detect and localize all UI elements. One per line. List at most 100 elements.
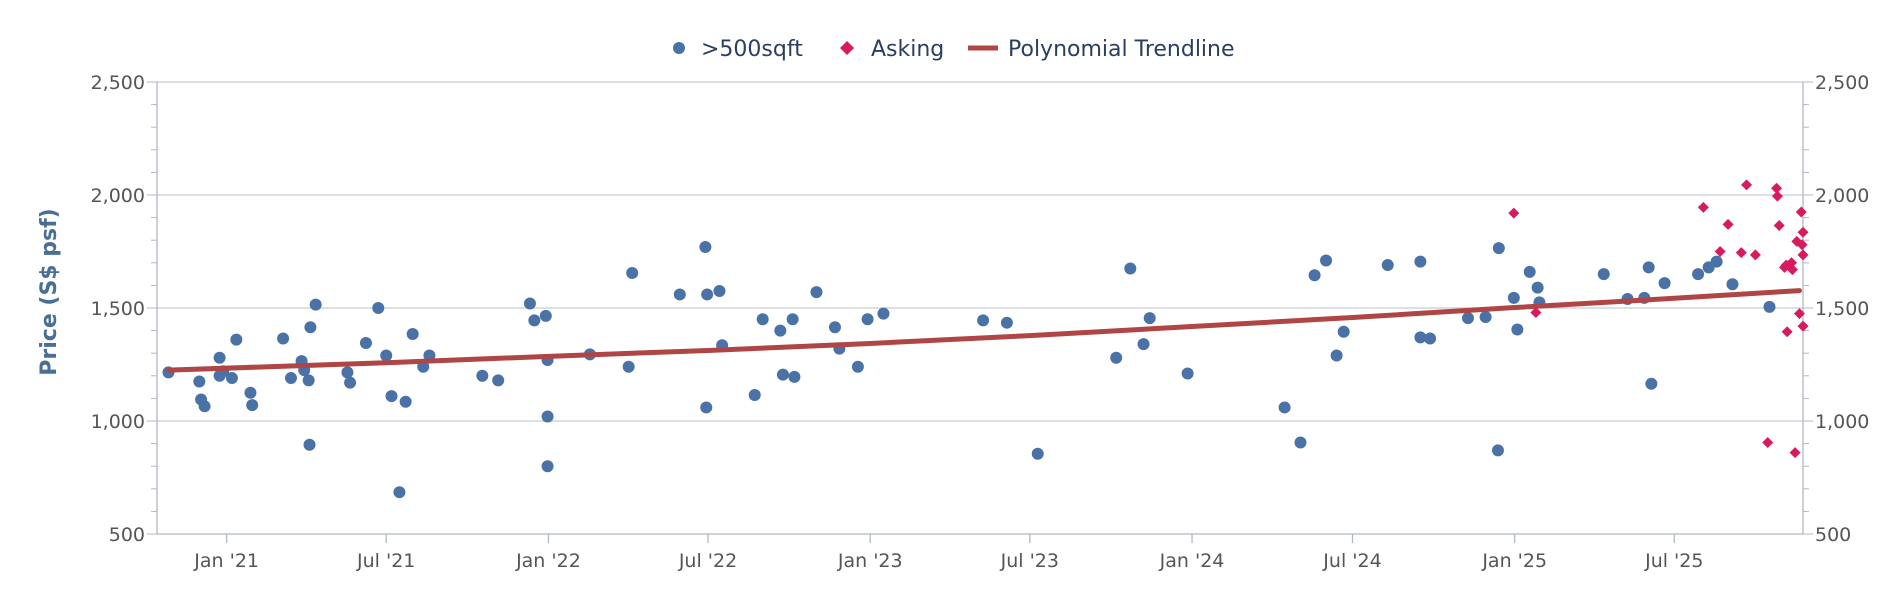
data-point-units[interactable] xyxy=(1726,278,1739,291)
data-point-units[interactable] xyxy=(1461,312,1474,325)
data-point-units[interactable] xyxy=(1658,277,1671,290)
data-point-units[interactable] xyxy=(285,372,298,385)
data-point-asking[interactable] xyxy=(1722,218,1734,230)
data-point-units[interactable] xyxy=(1414,255,1427,268)
data-point-asking[interactable] xyxy=(1797,249,1809,261)
data-point-units[interactable] xyxy=(1491,444,1504,457)
data-point-units[interactable] xyxy=(1511,323,1524,336)
data-point-units[interactable] xyxy=(713,285,726,298)
data-point-asking[interactable] xyxy=(1789,447,1801,459)
data-point-units[interactable] xyxy=(523,297,536,310)
data-point-units[interactable] xyxy=(541,460,554,473)
data-point-units[interactable] xyxy=(622,360,635,373)
data-point-units[interactable] xyxy=(1645,377,1658,390)
data-point-units[interactable] xyxy=(1381,259,1394,272)
data-point-asking[interactable] xyxy=(1749,249,1761,261)
data-point-units[interactable] xyxy=(393,486,406,499)
data-point-units[interactable] xyxy=(1000,316,1013,329)
legend-item-trendline[interactable]: Polynomial Trendline xyxy=(968,37,1235,62)
data-point-asking[interactable] xyxy=(1786,264,1798,276)
data-point-units[interactable] xyxy=(198,400,211,413)
data-point-units[interactable] xyxy=(1031,447,1044,460)
data-point-units[interactable] xyxy=(476,369,489,382)
data-point-units[interactable] xyxy=(877,307,890,320)
data-point-units[interactable] xyxy=(541,410,554,423)
data-point-units[interactable] xyxy=(1278,401,1291,414)
legend-item-asking[interactable]: Asking xyxy=(840,37,944,62)
data-point-units[interactable] xyxy=(626,266,639,279)
data-point-units[interactable] xyxy=(341,366,354,379)
data-point-units[interactable] xyxy=(861,313,874,326)
data-point-units[interactable] xyxy=(1597,268,1610,281)
data-point-asking[interactable] xyxy=(1762,436,1774,448)
data-point-asking[interactable] xyxy=(1786,257,1798,269)
data-point-units[interactable] xyxy=(244,386,257,399)
trendline-path[interactable] xyxy=(165,288,1802,373)
data-point-units[interactable] xyxy=(1692,268,1705,281)
data-point-asking[interactable] xyxy=(1797,320,1809,332)
data-point-asking[interactable] xyxy=(1795,206,1807,218)
data-point-units[interactable] xyxy=(399,395,412,408)
data-point-units[interactable] xyxy=(1642,261,1655,274)
data-point-units[interactable] xyxy=(225,372,238,385)
data-point-units[interactable] xyxy=(977,314,990,327)
data-point-units[interactable] xyxy=(701,288,714,301)
data-point-asking[interactable] xyxy=(1714,246,1726,257)
data-point-units[interactable] xyxy=(309,298,322,311)
data-point-units[interactable] xyxy=(230,333,243,346)
data-point-asking[interactable] xyxy=(1741,179,1753,191)
data-point-asking[interactable] xyxy=(1530,307,1542,319)
data-point-asking[interactable] xyxy=(1793,308,1805,320)
legend-item-units[interactable]: >500sqft xyxy=(673,37,803,62)
data-point-units[interactable] xyxy=(828,321,841,334)
data-point-units[interactable] xyxy=(303,438,316,451)
data-point-units[interactable] xyxy=(246,399,259,412)
data-point-units[interactable] xyxy=(359,337,372,350)
data-point-asking[interactable] xyxy=(1771,182,1783,194)
data-point-units[interactable] xyxy=(406,327,419,340)
data-point-units[interactable] xyxy=(776,368,789,381)
data-point-units[interactable] xyxy=(380,349,393,362)
data-point-units[interactable] xyxy=(774,324,787,337)
data-point-units[interactable] xyxy=(1308,269,1321,282)
data-point-units[interactable] xyxy=(302,374,315,387)
data-point-units[interactable] xyxy=(1492,242,1505,255)
data-point-units[interactable] xyxy=(213,351,226,364)
data-point-units[interactable] xyxy=(1531,281,1544,294)
data-point-asking[interactable] xyxy=(1773,220,1785,232)
data-point-units[interactable] xyxy=(1330,349,1343,362)
data-point-units[interactable] xyxy=(699,240,712,253)
data-point-units[interactable] xyxy=(1137,338,1150,351)
data-point-units[interactable] xyxy=(1710,255,1723,268)
data-point-units[interactable] xyxy=(528,314,541,327)
data-point-asking[interactable] xyxy=(1697,201,1709,213)
data-point-asking[interactable] xyxy=(1781,326,1793,338)
data-point-units[interactable] xyxy=(1143,312,1156,325)
data-point-units[interactable] xyxy=(700,401,713,414)
data-point-asking[interactable] xyxy=(1735,247,1747,259)
data-point-units[interactable] xyxy=(1763,300,1776,313)
data-point-units[interactable] xyxy=(786,313,799,326)
data-point-asking[interactable] xyxy=(1796,239,1808,251)
data-point-units[interactable] xyxy=(1294,436,1307,449)
data-point-asking[interactable] xyxy=(1771,190,1783,202)
data-point-units[interactable] xyxy=(756,313,769,326)
data-point-units[interactable] xyxy=(385,390,398,403)
data-point-units[interactable] xyxy=(1424,332,1437,345)
data-point-units[interactable] xyxy=(1479,311,1492,324)
data-point-units[interactable] xyxy=(851,360,864,373)
data-point-units[interactable] xyxy=(1110,351,1123,364)
data-point-units[interactable] xyxy=(673,288,686,301)
data-point-units[interactable] xyxy=(344,376,357,389)
legend[interactable]: >500sqft Asking Polynomial Trendline xyxy=(673,37,1235,62)
data-point-units[interactable] xyxy=(1124,262,1137,275)
data-point-units[interactable] xyxy=(1414,331,1427,344)
data-point-units[interactable] xyxy=(304,321,317,334)
data-point-units[interactable] xyxy=(1523,265,1536,278)
data-point-units[interactable] xyxy=(748,389,761,402)
data-point-units[interactable] xyxy=(193,375,206,388)
data-point-units[interactable] xyxy=(539,309,552,322)
data-point-units[interactable] xyxy=(1337,325,1350,338)
data-point-units[interactable] xyxy=(492,374,505,387)
data-point-units[interactable] xyxy=(1320,254,1333,267)
